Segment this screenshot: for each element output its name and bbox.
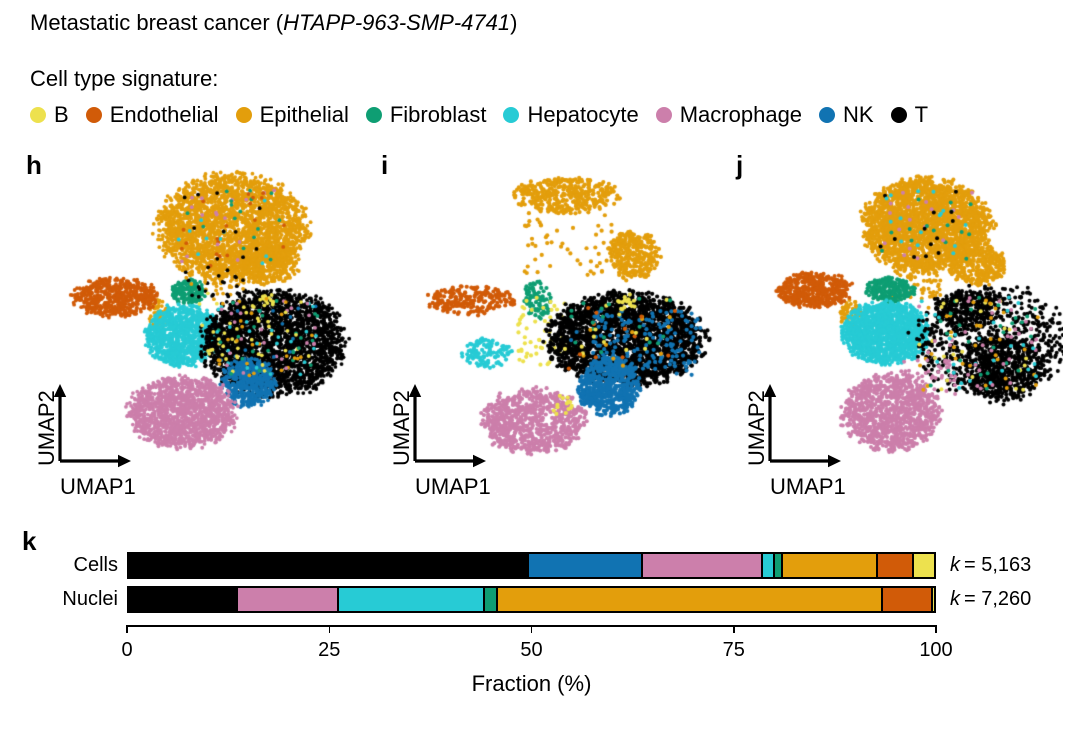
bar-count-label: k = 7,260: [950, 586, 1031, 613]
stacked-bar-chart: Cells k = 5,163 Nuclei k = 7,260: [62, 552, 1031, 614]
bar-row: Cells k = 5,163: [74, 552, 1031, 579]
bar-segment-b: [913, 553, 935, 578]
legend-item: Fibroblast: [365, 102, 487, 128]
sample-id: HTAPP-963-SMP-4741: [283, 10, 511, 35]
legend-swatch-dot-icon: [503, 107, 520, 123]
legend-item-label: Macrophage: [679, 102, 803, 127]
legend-item: B: [30, 102, 69, 128]
bar-segment-endothelial: [876, 553, 914, 578]
umap-scatter-canvas-i: [413, 166, 713, 461]
legend-item: Epithelial: [235, 102, 349, 128]
bar-segment-macrophage: [236, 587, 338, 612]
legend-item-label: Epithelial: [259, 102, 349, 127]
panel-label-k: k: [22, 526, 37, 556]
panel-label-i: i: [381, 150, 389, 180]
bar-segment-t: [128, 553, 529, 578]
umap1-axis-label: UMAP1: [770, 474, 846, 499]
axis-arrows-icon: [53, 384, 131, 468]
umap2-axis-label: UMAP2: [744, 390, 769, 466]
legend-swatch-dot-icon: [85, 107, 102, 123]
k-symbol: k: [950, 588, 960, 610]
x-axis-tick-label: 0: [121, 639, 133, 661]
legend-item: Hepatocyte: [503, 102, 639, 128]
panel-label-j: j: [736, 150, 744, 180]
umap-panel-j: j UMAP2 UMAP1: [732, 148, 1067, 516]
title-suffix: ): [510, 10, 518, 35]
x-axis-tick-label: 75: [722, 639, 745, 661]
bar-segment-fibroblast: [483, 587, 497, 612]
x-axis-tick-label: 50: [520, 639, 543, 661]
bar-row-label: Nuclei: [62, 588, 118, 610]
legend-item: NK: [819, 102, 874, 128]
legend-item-label: Endothelial: [109, 102, 219, 127]
title-prefix: Metastatic breast cancer (: [30, 10, 284, 35]
x-axis-tick-label: 25: [318, 639, 341, 661]
umap-panel-i: i UMAP2 UMAP1: [377, 148, 722, 516]
bar-segment-epithelial: [496, 587, 882, 612]
bar-row-label: Cells: [73, 554, 118, 576]
bar-segment-macrophage: [642, 553, 763, 578]
panel-label-h: h: [26, 150, 42, 180]
umap1-axis-label: UMAP1: [415, 474, 491, 499]
x-axis-tick: [733, 625, 735, 633]
bar-row: Nuclei k = 7,260: [62, 586, 1031, 613]
x-axis-tick: [935, 625, 937, 633]
x-axis-title: Fraction (%): [471, 671, 592, 696]
x-axis-tick: [530, 625, 533, 633]
figure-title: Metastatic breast cancer (HTAPP-963-SMP-…: [30, 10, 517, 36]
legend-swatch-dot-icon: [235, 107, 252, 123]
cell-type-legend: B Endothelial Epithelial Fibroblast Hepatocy…: [30, 102, 928, 128]
stacked-bar: [127, 586, 936, 613]
umap-scatter-canvas-h: [58, 166, 358, 461]
umap-panel-h: h UMAP2 UMAP1: [22, 148, 367, 516]
bar-segment-hepatocyte: [337, 587, 484, 612]
x-axis-tick: [328, 625, 330, 633]
umap2-axis-label: UMAP2: [34, 390, 59, 466]
legend-item-label: Hepatocyte: [527, 102, 639, 127]
bar-segment-epithelial: [781, 553, 877, 578]
legend-item-label: NK: [843, 102, 874, 127]
stacked-bar: [127, 552, 936, 579]
legend-item-label: Fibroblast: [389, 102, 487, 127]
fraction-x-axis: Fraction (%) 0 25 50 75 100: [121, 625, 953, 705]
x-axis-tick: [126, 625, 128, 633]
legend-item-label: B: [54, 102, 69, 127]
legend-item: Endothelial: [85, 102, 219, 128]
axis-arrows-icon: [408, 384, 486, 468]
legend-swatch-dot-icon: [655, 107, 672, 123]
k-value: = 5,163: [964, 554, 1032, 576]
umap1-axis-label: UMAP1: [60, 474, 136, 499]
legend-swatch-dot-icon: [365, 107, 382, 123]
bar-segment-b: [931, 587, 935, 612]
k-symbol: k: [950, 554, 960, 576]
legend-swatch-dot-icon: [890, 107, 907, 123]
legend-item: T: [890, 102, 929, 128]
bar-count-label: k = 5,163: [950, 552, 1031, 579]
bar-segment-fibroblast: [773, 553, 782, 578]
bar-segment-nk: [528, 553, 643, 578]
k-value: = 7,260: [964, 588, 1032, 610]
legend-item: Macrophage: [655, 102, 803, 128]
legend-heading: Cell type signature:: [30, 66, 219, 91]
bar-segment-hepatocyte: [762, 553, 774, 578]
umap2-axis-label: UMAP2: [389, 390, 414, 466]
umap-scatter-canvas-j: [757, 166, 1063, 461]
bar-segment-endothelial: [881, 587, 932, 612]
axis-arrows-icon: [763, 384, 841, 468]
legend-item-label: T: [914, 102, 929, 127]
bar-segment-t: [128, 587, 237, 612]
legend-swatch-dot-icon: [30, 107, 46, 123]
x-axis-tick-label: 100: [919, 639, 953, 661]
legend-swatch-dot-icon: [819, 107, 836, 123]
